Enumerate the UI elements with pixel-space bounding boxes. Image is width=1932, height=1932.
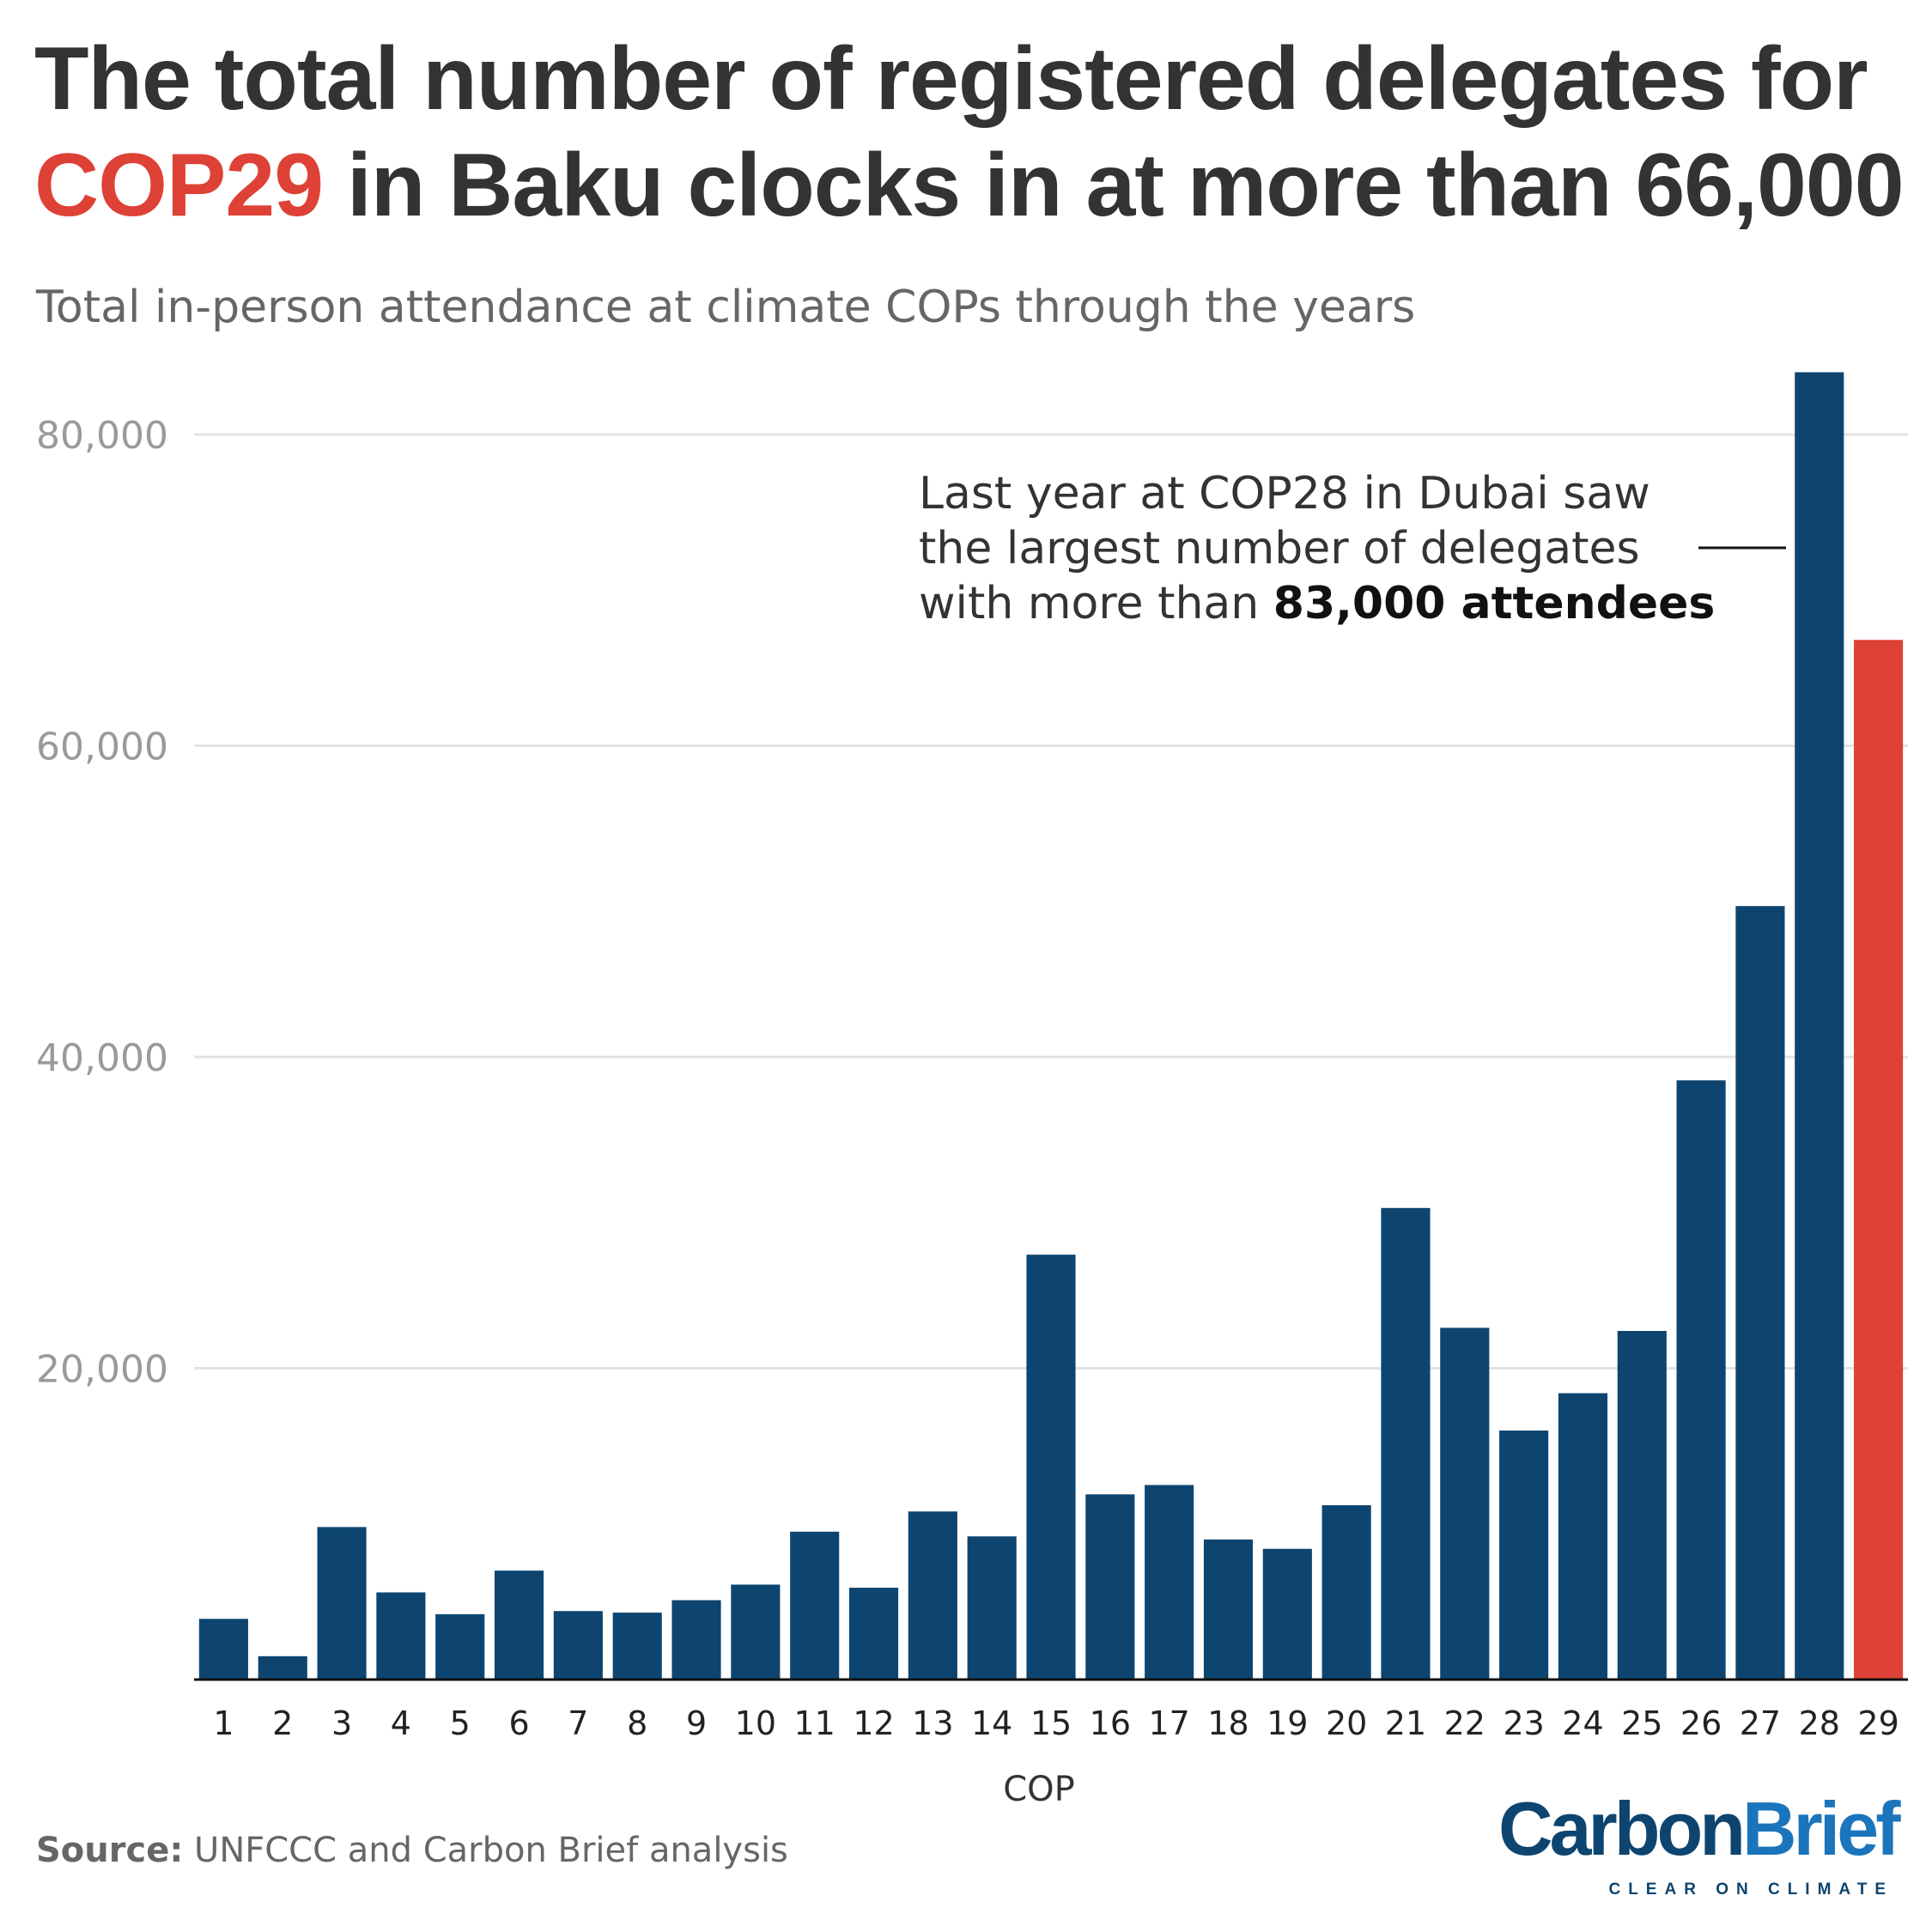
bar-cop-1 bbox=[198, 1619, 248, 1680]
bar-cop-16 bbox=[1085, 1494, 1135, 1680]
x-tick-label: 21 bbox=[1385, 1704, 1426, 1742]
bar-cop-21 bbox=[1381, 1207, 1431, 1680]
annotation-line-3: with more than 83,000 attendees bbox=[919, 578, 1715, 629]
x-tick-label: 26 bbox=[1680, 1704, 1722, 1742]
bar-cop-5 bbox=[435, 1613, 485, 1680]
x-axis-ticks: 1 2 3 4 5 6 7 8 9 10 11 12 13 14 15 16 17 18 19 20 21 22 23 24 2… bbox=[213, 1704, 1899, 1742]
bar-cop-8 bbox=[612, 1613, 662, 1680]
bar-cop-27 bbox=[1735, 906, 1785, 1680]
bar-cop-22 bbox=[1440, 1327, 1490, 1680]
x-tick-label: 29 bbox=[1857, 1704, 1899, 1742]
bar-cop-23 bbox=[1499, 1431, 1549, 1680]
grid-lines bbox=[194, 433, 1908, 1370]
x-tick-label: 2 bbox=[272, 1704, 293, 1742]
bar-cop-26 bbox=[1676, 1080, 1726, 1680]
source-note: Source: UNFCCC and Carbon Brief analysis bbox=[36, 1831, 788, 1870]
bar-cop-4 bbox=[376, 1592, 426, 1680]
x-tick-label: 15 bbox=[1030, 1704, 1072, 1742]
x-tick-label: 27 bbox=[1740, 1704, 1781, 1742]
source-label: Source: bbox=[36, 1831, 184, 1870]
title-highlight: COP29 bbox=[34, 136, 324, 235]
bar-cop-25 bbox=[1617, 1331, 1667, 1680]
x-tick-label: 6 bbox=[508, 1704, 529, 1742]
x-tick-label: 1 bbox=[213, 1704, 234, 1742]
logo-wordmark: CarbonBrief bbox=[1498, 1786, 1900, 1872]
bar-cop-24 bbox=[1558, 1393, 1608, 1680]
bar-cop-9 bbox=[671, 1600, 721, 1680]
y-axis-ticks: 20,000 40,000 60,000 80,000 bbox=[36, 414, 168, 1392]
x-tick-label: 13 bbox=[912, 1704, 953, 1742]
bar-cop-19 bbox=[1262, 1548, 1312, 1680]
bar-cop-20 bbox=[1321, 1505, 1371, 1680]
x-tick-label: 25 bbox=[1621, 1704, 1662, 1742]
annotation-line-3-bold: 83,000 attendees bbox=[1273, 578, 1716, 629]
annotation-line-1: Last year at COP28 in Dubai saw bbox=[919, 468, 1650, 519]
x-tick-label: 28 bbox=[1799, 1704, 1840, 1742]
bar-cop-6 bbox=[494, 1571, 544, 1680]
x-tick-label: 8 bbox=[627, 1704, 647, 1742]
title-part2: in Baku clocks in at more than 66,000 bbox=[323, 136, 1905, 235]
bar-cop-13 bbox=[908, 1511, 957, 1680]
bar-cop-7 bbox=[553, 1611, 603, 1680]
bar-cop-14 bbox=[967, 1536, 1017, 1680]
bar-cop-3 bbox=[317, 1527, 367, 1680]
source-text: UNFCCC and Carbon Brief analysis bbox=[183, 1831, 788, 1870]
x-tick-label: 23 bbox=[1503, 1704, 1544, 1742]
bar-cop-28 bbox=[1795, 372, 1844, 1680]
x-tick-label: 20 bbox=[1326, 1704, 1367, 1742]
annotation: Last year at COP28 in Dubai saw the larg… bbox=[919, 468, 1786, 629]
bar-cop-17 bbox=[1145, 1485, 1194, 1680]
x-tick-label: 3 bbox=[331, 1704, 352, 1742]
x-tick-label: 18 bbox=[1207, 1704, 1249, 1742]
bars bbox=[198, 372, 1904, 1680]
y-tick-label: 20,000 bbox=[36, 1348, 168, 1392]
x-tick-label: 16 bbox=[1090, 1704, 1131, 1742]
x-tick-label: 11 bbox=[794, 1704, 835, 1742]
y-tick-label: 60,000 bbox=[36, 726, 168, 769]
chart-title: The total number of registered delegates… bbox=[34, 26, 1906, 239]
x-tick-label: 17 bbox=[1148, 1704, 1189, 1742]
x-tick-label: 7 bbox=[568, 1704, 588, 1742]
logo-carbon: Carbon bbox=[1498, 1786, 1746, 1871]
bar-cop-2 bbox=[258, 1656, 307, 1680]
x-tick-label: 24 bbox=[1562, 1704, 1603, 1742]
x-tick-label: 19 bbox=[1267, 1704, 1308, 1742]
x-tick-label: 9 bbox=[686, 1704, 707, 1742]
logo-tagline: CLEAR ON CLIMATE bbox=[1608, 1880, 1893, 1899]
x-tick-label: 12 bbox=[853, 1704, 894, 1742]
x-tick-label: 5 bbox=[450, 1704, 471, 1742]
y-tick-label: 80,000 bbox=[36, 414, 168, 458]
logo-brief: Brief bbox=[1742, 1786, 1900, 1871]
carbon-brief-logo: CarbonBrief CLEAR ON CLIMATE bbox=[1498, 1786, 1900, 1906]
x-tick-label: 14 bbox=[971, 1704, 1012, 1742]
bar-cop-12 bbox=[848, 1588, 899, 1680]
bar-cop-11 bbox=[790, 1531, 840, 1680]
x-tick-label: 10 bbox=[735, 1704, 776, 1742]
y-tick-label: 40,000 bbox=[36, 1036, 168, 1080]
title-part1: The total number of registered delegates… bbox=[34, 29, 1868, 129]
bar-cop-10 bbox=[731, 1584, 781, 1680]
bar-cop-18 bbox=[1203, 1539, 1254, 1680]
x-tick-label: 4 bbox=[391, 1704, 411, 1742]
chart-subtitle: Total in-person attendance at climate CO… bbox=[36, 282, 1416, 333]
bar-cop-29 bbox=[1854, 640, 1904, 1680]
bar-cop-15 bbox=[1026, 1255, 1076, 1680]
annotation-line-3-prefix: with more than bbox=[919, 578, 1273, 629]
x-axis-label: COP bbox=[1003, 1770, 1075, 1803]
annotation-line-2: the largest number of delegates bbox=[919, 523, 1640, 574]
x-tick-label: 22 bbox=[1444, 1704, 1485, 1742]
